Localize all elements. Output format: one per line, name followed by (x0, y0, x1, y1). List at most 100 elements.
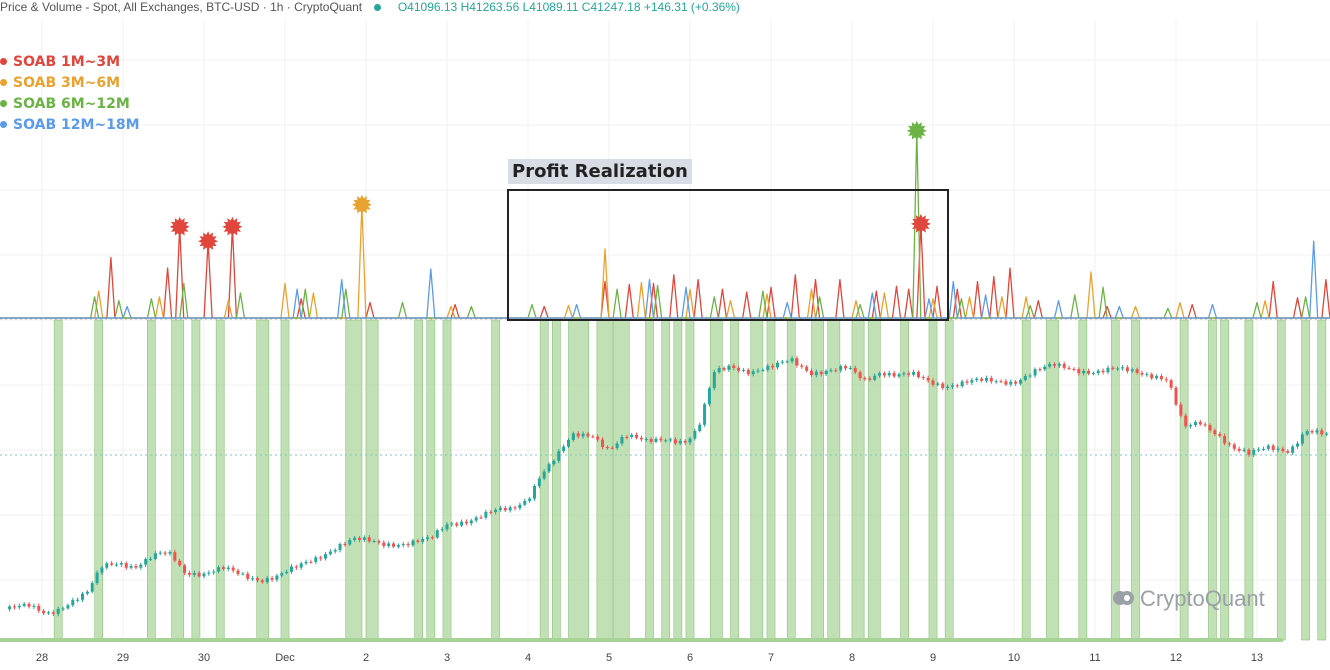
legend-item-6m-12m[interactable]: SOAB 6M~12M (0, 94, 140, 115)
profit-realization-band (661, 319, 671, 641)
candle-body (270, 578, 274, 580)
candle-body (936, 383, 940, 385)
candle-body (897, 374, 901, 377)
profit-realization-band (827, 319, 841, 641)
x-tick-label: 11 (1089, 652, 1100, 664)
candle-body (1227, 443, 1231, 445)
candle-body (484, 511, 488, 518)
candle-body (95, 572, 99, 584)
candle-body (183, 565, 187, 573)
candle-body (1281, 448, 1285, 452)
candle-body (1315, 430, 1319, 433)
profit-realization-band (442, 319, 452, 641)
candle-body (1174, 387, 1178, 405)
candle-body (8, 606, 12, 610)
chart-header: Price & Volume - Spot, All Exchanges, BT… (0, 0, 740, 16)
legend-item-12m-18m[interactable]: SOAB 12M~18M (0, 115, 140, 136)
candle-body (1004, 381, 1008, 385)
profit-realization-band (750, 319, 764, 641)
profit-realization-band (1046, 319, 1059, 641)
candle-body (314, 557, 318, 562)
candle-body (231, 567, 235, 571)
candle-body (430, 537, 434, 539)
candle-body (1257, 449, 1261, 451)
candle-body (644, 438, 648, 440)
legend-item-3m-6m[interactable]: SOAB 3M~6M (0, 73, 140, 94)
profit-realization-band (215, 319, 225, 641)
candle-body (829, 370, 833, 372)
candle-body (202, 573, 206, 577)
candle-body (780, 361, 784, 363)
profit-realization-band (568, 319, 590, 641)
candle-body (207, 572, 211, 574)
candle-body (139, 564, 143, 568)
candle-body (989, 378, 993, 382)
profit-realization-band (1078, 319, 1088, 641)
candle-body (586, 433, 590, 437)
x-tick-label: 13 (1251, 652, 1263, 664)
candle-body (1266, 445, 1270, 449)
candle-body (1155, 376, 1159, 379)
profit-realization-bands (0, 319, 1327, 642)
candle-body (440, 529, 444, 531)
candle-body (1198, 421, 1202, 425)
candle-body (1150, 374, 1154, 379)
candle-body (479, 517, 483, 519)
candle-body (1082, 370, 1086, 374)
candle-body (620, 436, 624, 444)
candle-body (1077, 369, 1081, 374)
candle-body (124, 563, 128, 568)
spike-marker-icon (910, 213, 931, 234)
candle-body (37, 605, 41, 611)
profit-realization-band (900, 319, 909, 641)
candle-body (1232, 444, 1236, 449)
candle-body (1043, 366, 1047, 370)
cryptoquant-logo-icon (1113, 591, 1134, 606)
candle-body (907, 373, 911, 375)
candle-body (17, 605, 21, 608)
candle-body (1014, 381, 1018, 384)
candle-body (416, 540, 420, 542)
candle-body (610, 447, 614, 449)
candle-body (1048, 364, 1052, 367)
x-tick-label: 10 (1008, 652, 1020, 664)
candle-body (392, 543, 396, 547)
candle-body (707, 388, 711, 405)
profit-realization-band (612, 319, 630, 641)
candle-body (1193, 421, 1197, 426)
candle-body (153, 553, 157, 559)
candle-body (712, 372, 716, 389)
legend-item-1m-3m[interactable]: SOAB 1M~3M (0, 52, 140, 73)
profit-realization-band (645, 319, 654, 641)
candle-body (1276, 448, 1280, 450)
candle-body (158, 552, 162, 554)
profit-realization-band (53, 319, 63, 641)
candle-body (362, 537, 366, 540)
candle-body (1018, 380, 1022, 384)
candle-body (421, 538, 425, 542)
candle-body (197, 572, 201, 577)
candle-body (688, 438, 692, 443)
candle-body (698, 424, 702, 432)
candle-body (1028, 375, 1032, 377)
candle-body (931, 380, 935, 385)
candle-body (1179, 404, 1183, 416)
candle-body (426, 537, 430, 539)
candle-body (1310, 431, 1314, 433)
profit-realization-band (426, 319, 436, 641)
candle-body (649, 438, 653, 442)
candle-body (848, 367, 852, 369)
candle-body (1140, 372, 1144, 375)
candle-body (960, 381, 964, 387)
candle-body (76, 599, 80, 601)
candle-body (591, 436, 595, 438)
candle-body (994, 381, 998, 383)
candle-body (241, 573, 245, 575)
candle-body (528, 498, 532, 501)
candle-body (1305, 431, 1309, 435)
candle-body (294, 566, 298, 568)
candle-body (503, 507, 507, 511)
candle-body (498, 507, 502, 510)
profit-realization-band (673, 319, 683, 641)
legend-bullet-icon (0, 57, 7, 65)
